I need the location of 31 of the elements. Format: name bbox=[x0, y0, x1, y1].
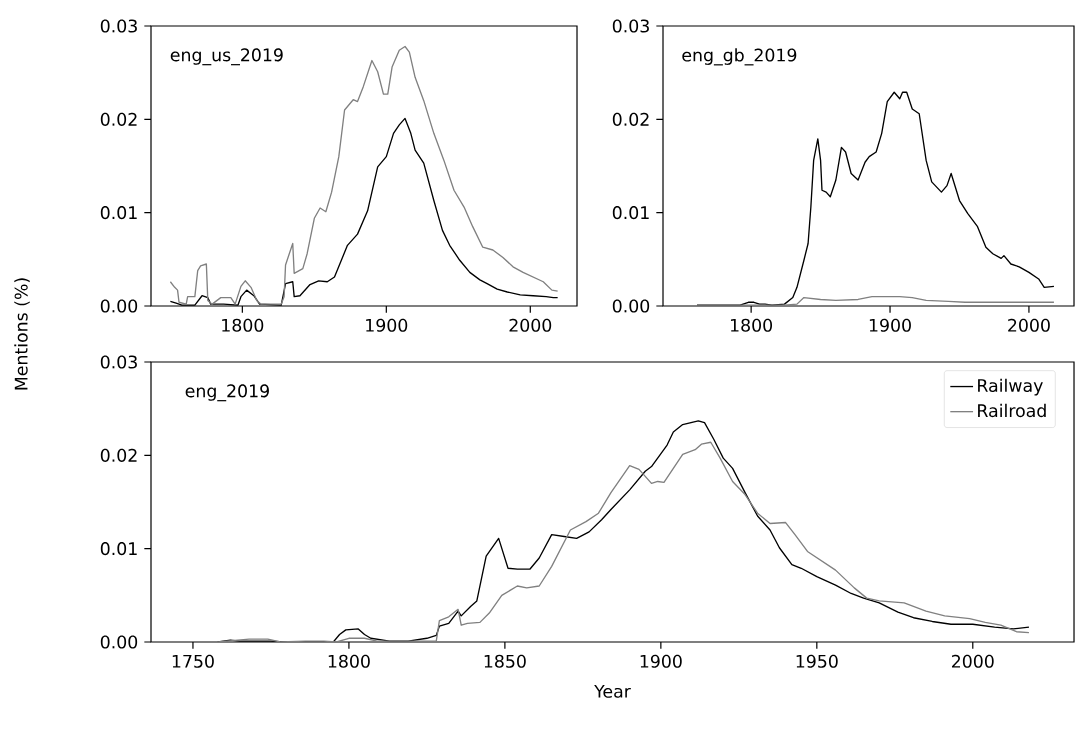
y-tick-label: 0.00 bbox=[612, 299, 650, 313]
x-tick-label: 1800 bbox=[328, 654, 370, 668]
y-tick-label: 0.01 bbox=[612, 206, 649, 220]
x-tick-label: 1800 bbox=[730, 318, 773, 332]
x-tick-label: 2000 bbox=[952, 654, 994, 668]
y-tick-label: 0.03 bbox=[100, 19, 137, 33]
y-tick-label: 0.01 bbox=[100, 206, 137, 220]
annotation: eng_gb_2019 bbox=[682, 48, 797, 66]
y-axis-title: Mentions (%) bbox=[14, 278, 30, 390]
y-tick-label: 0.03 bbox=[612, 19, 649, 33]
y-tick-label: 0.02 bbox=[612, 112, 649, 126]
x-tick-label: 2000 bbox=[509, 318, 552, 332]
y-tick-label: 0.00 bbox=[100, 635, 138, 649]
annotation: eng_us_2019 bbox=[170, 48, 283, 66]
legend-label: Railway bbox=[978, 378, 1043, 396]
x-tick-label: 1850 bbox=[484, 654, 526, 668]
y-tick-label: 0.03 bbox=[100, 355, 137, 369]
y-tick-label: 0.02 bbox=[100, 448, 137, 462]
x-tick-label: 1750 bbox=[172, 654, 214, 668]
annotation: eng_2019 bbox=[185, 384, 269, 402]
y-tick-label: 0.01 bbox=[100, 542, 137, 556]
x-tick-label: 2000 bbox=[1008, 318, 1050, 332]
y-tick-label: 0.00 bbox=[100, 299, 138, 313]
legend-label: Railroad bbox=[978, 403, 1046, 418]
x-tick-label: 1900 bbox=[640, 654, 682, 668]
x-axis-title: Year bbox=[594, 684, 631, 698]
x-tick-label: 1800 bbox=[222, 318, 264, 332]
y-tick-label: 0.02 bbox=[100, 112, 137, 126]
x-tick-label: 1900 bbox=[869, 318, 911, 332]
x-tick-label: 1950 bbox=[796, 654, 838, 668]
x-tick-label: 1900 bbox=[366, 318, 408, 332]
